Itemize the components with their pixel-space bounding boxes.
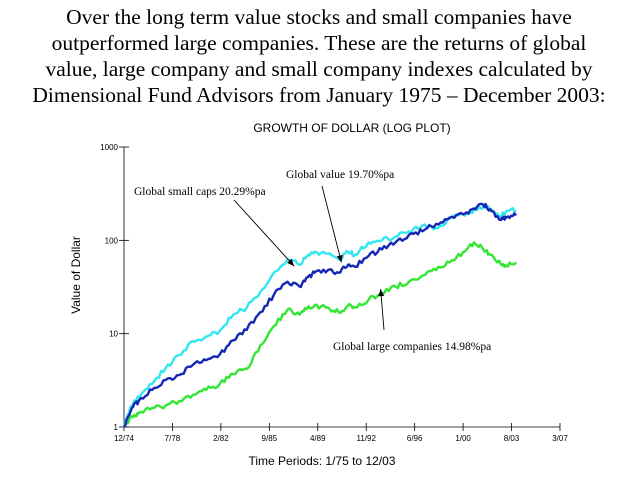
y-tick-label: 100 [105, 236, 119, 245]
heading-line-3: value, large company and small company i… [45, 57, 593, 81]
annotation-arrow-line [321, 185, 342, 263]
y-axis-label: Value of Dollar [69, 236, 83, 314]
heading-line-1: Over the long term value stocks and smal… [66, 5, 572, 29]
x-tick-label: 7/78 [165, 434, 181, 443]
x-tick-label: 6/96 [407, 434, 423, 443]
slide-heading: Over the long term value stocks and smal… [0, 4, 638, 108]
x-tick-label: 9/85 [262, 434, 278, 443]
annotation-label: Global value 19.70%pa [286, 169, 394, 181]
x-tick-label: 4/89 [310, 434, 326, 443]
annotation-label: Global small caps 20.29%pa [134, 186, 266, 198]
series-lines [122, 202, 518, 428]
x-axis-label: Time Periods: 1/75 to 12/03 [249, 454, 396, 468]
annotation-label: Global large companies 14.98%pa [333, 341, 491, 353]
annotation-arrowhead [287, 258, 295, 267]
y-tick-label: 10 [109, 330, 118, 339]
series-line [122, 202, 518, 428]
series-line [122, 241, 517, 428]
x-tick-label: 11/92 [356, 434, 376, 443]
x-tick-label: 1/00 [455, 434, 471, 443]
heading-line-4: Dimensional Fund Advisors from January 1… [32, 83, 606, 107]
x-tick-label: 12/74 [114, 434, 135, 443]
x-tick-label: 8/03 [504, 434, 520, 443]
heading-line-2: outperformed large companies. These are … [51, 31, 587, 55]
x-tick-label: 3/07 [552, 434, 568, 443]
y-tick-label: 1000 [100, 143, 118, 152]
series-line [122, 203, 517, 428]
y-tick-label: 1 [114, 423, 119, 432]
chart-title: GROWTH OF DOLLAR (LOG PLOT) [253, 121, 450, 135]
annotation-arrow-line [233, 199, 295, 267]
annotations: Global small caps 20.29%pa Global value 1… [134, 169, 491, 353]
annotation-arrowhead [378, 289, 385, 297]
x-tick-label: 2/82 [213, 434, 229, 443]
annotation-arrowhead [336, 254, 343, 263]
axes: 1 10 100 1000 12/74 7/78 2/82 9/85 4/89 11/92 6/96… [100, 143, 568, 443]
